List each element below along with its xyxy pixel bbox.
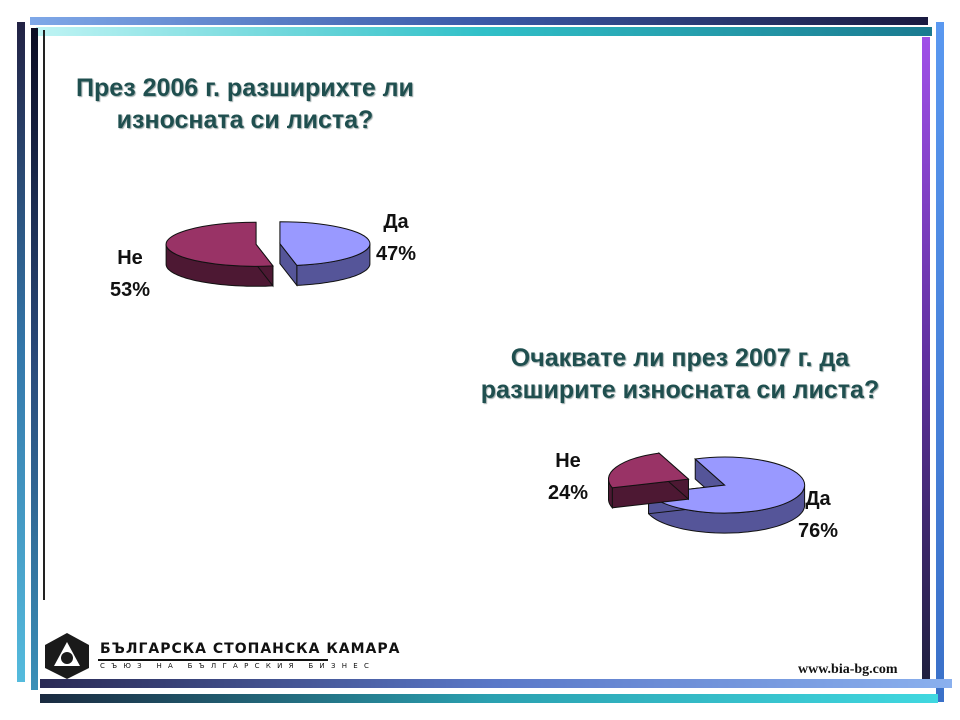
label-2007-ne-name: Не (555, 450, 581, 472)
label-2007-da: Да 76% (788, 483, 848, 547)
label-2007-ne-percent: 24% (547, 482, 589, 504)
chart-title-2006-line-2: износната си листа? (116, 106, 374, 134)
logo-divider (98, 659, 328, 661)
chart-title-2007: Очаквате ли през 2007 г. да разширите из… (452, 342, 908, 406)
pie-slice-da (279, 221, 371, 287)
label-2006-da-percent: 47% (375, 243, 417, 265)
label-2007-da-percent: 76% (797, 520, 839, 542)
pie-slice-ne (165, 221, 274, 288)
pie-slice-ne (608, 451, 690, 510)
chart-title-2006: През 2006 г. разширихте ли износната си … (50, 72, 440, 136)
frame-right-bar-1 (922, 37, 930, 679)
pie-slice-top-da (279, 221, 371, 266)
chart-title-2007-line-1: Очаквате ли през 2007 г. да (510, 344, 850, 372)
label-2006-ne-percent: 53% (109, 279, 151, 301)
pie-slice-top-ne (608, 452, 690, 489)
label-2006-da: Да 47% (366, 206, 426, 270)
label-2007-da-name: Да (805, 488, 831, 510)
frame-top-bar-2 (36, 27, 932, 36)
bsk-logo-icon (45, 633, 89, 679)
logo-subtitle: СЪЮЗ НА БЪЛГАРСКИЯ БИЗНЕС (100, 662, 376, 670)
website-link[interactable]: www.bia-bg.com (798, 662, 898, 677)
chart-title-2006-line-1: През 2006 г. разширихте ли (76, 74, 414, 102)
label-2007-ne: Не 24% (538, 445, 598, 509)
pie-slice-top-ne (165, 221, 274, 267)
label-2006-ne-name: Не (117, 247, 143, 269)
label-2006-ne: Не 53% (100, 242, 160, 306)
frame-top-bar-1 (30, 17, 928, 25)
logo-name: БЪЛГАРСКА СТОПАНСКА КАМАРА (100, 641, 401, 657)
frame-left-thin (43, 30, 45, 600)
frame-left-bar-2 (31, 28, 38, 690)
frame-bottom-bar-1 (40, 679, 952, 688)
label-2006-da-name: Да (383, 211, 409, 233)
chart-title-2007-line-2: разширите износната си листа? (480, 376, 880, 404)
frame-right-bar-2 (936, 22, 944, 702)
frame-left-bar-1 (17, 22, 25, 682)
frame-bottom-bar-2 (40, 694, 938, 703)
